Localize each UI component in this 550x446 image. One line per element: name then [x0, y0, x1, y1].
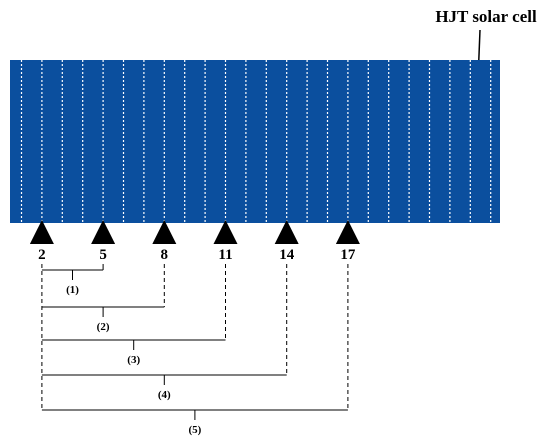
markers: 2 5 8 11 14 17 [29, 220, 360, 263]
title: HJT solar cell [435, 7, 537, 26]
bracket-label: (4) [158, 389, 171, 401]
bracket-label: (5) [188, 424, 201, 436]
solar-cell [10, 60, 500, 223]
finger-lines [20, 60, 492, 223]
bracket-label: (1) [66, 284, 79, 296]
marker-label: 8 [161, 247, 169, 263]
bracket-label: (2) [97, 321, 110, 333]
marker-label: 5 [99, 247, 107, 263]
marker-label: 17 [340, 247, 356, 263]
marker-label: 11 [218, 247, 232, 263]
marker-label: 2 [38, 247, 46, 263]
brackets: (1) (2) (3) (4) (5) [41, 264, 349, 436]
marker-label: 14 [279, 247, 295, 263]
bracket-label: (3) [127, 354, 140, 366]
